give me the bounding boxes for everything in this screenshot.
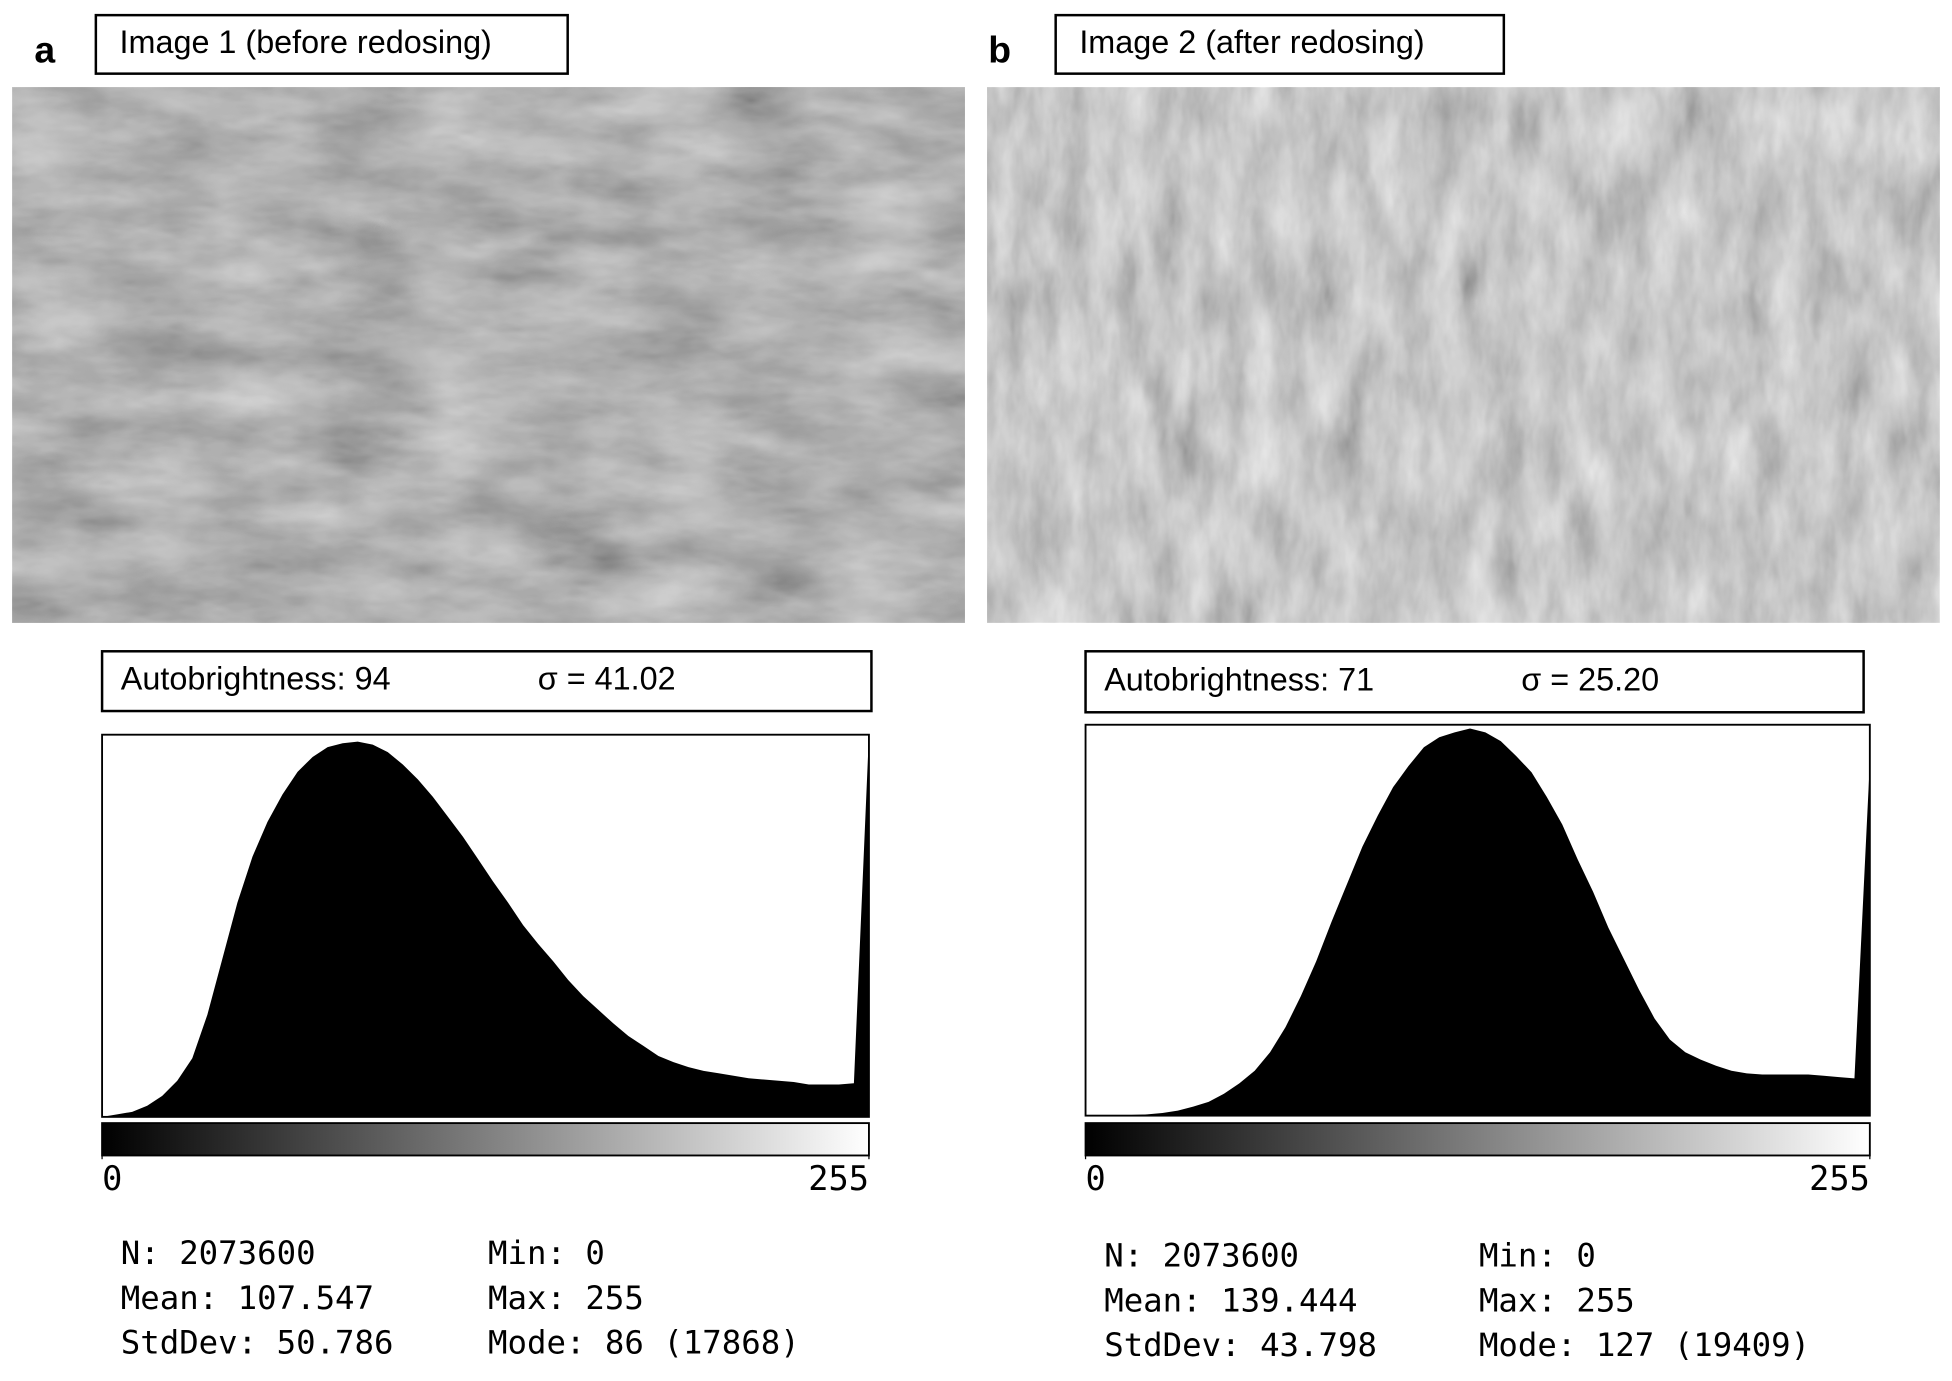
stat: Mode: 86 (17868) — [488, 1324, 800, 1362]
stat: Max: 255 — [488, 1279, 644, 1317]
micrograph-a — [12, 87, 965, 623]
stat: StdDev: 50.786 — [121, 1324, 394, 1362]
x-tick-label: 0 — [1086, 1159, 1106, 1198]
stat: Mean: 139.444 — [1104, 1281, 1357, 1319]
caption-box — [1054, 13, 1506, 75]
stat: N: 2073600 — [1104, 1237, 1299, 1275]
stat: Mode: 127 (19409) — [1479, 1326, 1810, 1364]
micrograph-b — [987, 87, 1940, 623]
autobrightness: Autobrightness: 71 — [1104, 661, 1374, 697]
x-tick-label: 255 — [808, 1159, 869, 1198]
stat: N: 2073600 — [121, 1234, 316, 1272]
image-caption: Image 1 (before redosing) — [120, 24, 492, 60]
stat: Max: 255 — [1479, 1281, 1635, 1319]
stat: Min: 0 — [488, 1234, 605, 1272]
image-caption: Image 2 (after redosing) — [1079, 24, 1424, 60]
autobrightness: Autobrightness: 94 — [121, 661, 391, 697]
panel-label: a — [34, 28, 55, 70]
stat: Min: 0 — [1479, 1237, 1596, 1275]
annotation-box — [1084, 650, 1865, 714]
histogram-area — [1085, 728, 1870, 1116]
stat: StdDev: 43.798 — [1104, 1326, 1377, 1364]
panel-label: b — [988, 28, 1011, 70]
caption-box — [94, 13, 569, 75]
gray-ramp — [101, 1122, 870, 1157]
gray-ramp — [1084, 1122, 1871, 1157]
x-tick-label: 0 — [102, 1159, 122, 1198]
x-tick-label: 255 — [1809, 1159, 1870, 1198]
annotation-box — [100, 650, 873, 713]
sigma: σ = 41.02 — [538, 661, 676, 697]
histogram-area — [102, 734, 869, 1117]
stat: Mean: 107.547 — [121, 1279, 374, 1317]
sigma: σ = 25.20 — [1521, 661, 1659, 697]
